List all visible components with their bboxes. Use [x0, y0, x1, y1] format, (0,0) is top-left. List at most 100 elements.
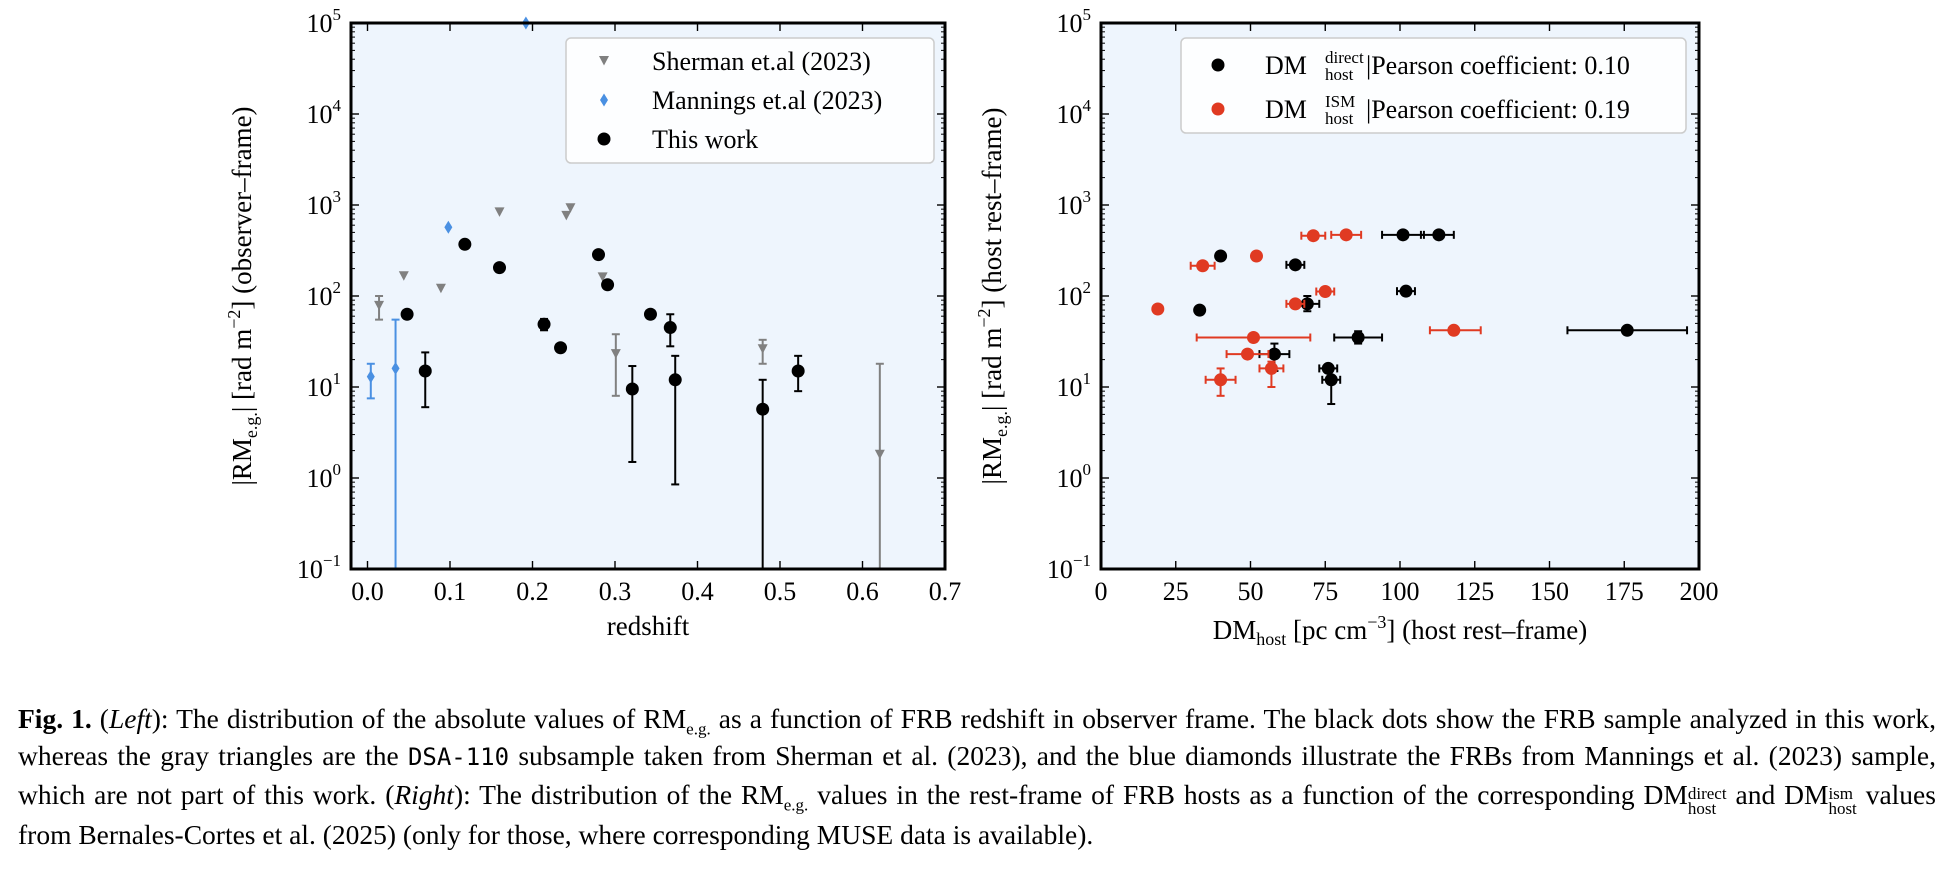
x-tick-label: 0.2 — [516, 577, 549, 606]
data-point — [1288, 297, 1302, 311]
y-tick-label: 105 — [1057, 5, 1092, 38]
data-point — [398, 271, 409, 281]
y-tick-label: 105 — [307, 5, 342, 38]
y-tick-label: 102 — [307, 278, 342, 311]
x-tick-label: 0.4 — [681, 577, 714, 606]
data-point — [391, 361, 400, 375]
x-tick-label: 0.0 — [351, 577, 384, 606]
data-point — [1399, 284, 1413, 298]
legend-marker — [1211, 58, 1225, 72]
data-point — [1447, 323, 1461, 337]
legend-label-sup: ISM — [1325, 92, 1355, 111]
y-axis-label: |RMe.g.| [rad m−2] (observer–frame) — [224, 106, 261, 485]
y-tick-label: 104 — [307, 96, 342, 129]
data-point — [418, 364, 432, 378]
data-point — [1214, 373, 1228, 387]
data-point — [493, 261, 506, 275]
x-tick-label: 0.5 — [764, 577, 797, 606]
data-point — [1267, 347, 1281, 361]
x-tick-label: 100 — [1381, 577, 1420, 606]
caption-text: ): The distribution of the absolute valu… — [151, 703, 687, 734]
x-tick-label: 125 — [1455, 577, 1494, 606]
x-tick-label: 75 — [1312, 577, 1338, 606]
y-tick-label: 100 — [307, 460, 342, 493]
legend-label: Sherman et.al (2023) — [652, 47, 871, 76]
caption-text: ): The distribution of the RM — [453, 779, 784, 810]
caption-sup: direct — [1687, 784, 1727, 803]
x-tick-label: 175 — [1605, 577, 1644, 606]
data-point — [458, 237, 472, 251]
caption-text: values from Bernales-Cortes et al. (2025… — [18, 779, 1936, 850]
caption-sub: e.g. — [783, 795, 809, 815]
data-point — [561, 210, 572, 221]
caption-right-label: Right — [394, 779, 454, 810]
figure: 10−1 100 101 102 103 104 105 0.0 0.1 0.2 0.3 0.4 0.5… — [224, 5, 1719, 649]
legend-label-sub: host — [1325, 109, 1354, 128]
legend-label: Mannings et.al (2023) — [652, 86, 882, 115]
data-point — [554, 341, 568, 355]
data-point — [874, 449, 885, 460]
data-point — [1306, 229, 1320, 243]
caption-dsa-label: DSA-110 — [407, 743, 510, 771]
data-point — [537, 317, 551, 331]
legend-label-rest: |Pearson coefficient: 0.10 — [1366, 51, 1630, 80]
data-point — [757, 344, 768, 354]
legend-marker — [597, 132, 611, 146]
legend-marker — [1211, 102, 1225, 116]
legend-label: This work — [652, 125, 758, 154]
data-point — [791, 364, 805, 378]
data-point — [1351, 330, 1365, 344]
legend: Sherman et.al (2023) Mannings et.al (2023… — [565, 37, 935, 164]
data-point — [366, 370, 375, 384]
data-point — [668, 373, 682, 387]
data-point — [756, 402, 770, 416]
series-this-work — [400, 237, 805, 570]
plot-frame — [1099, 21, 1701, 571]
x-tick-label: 25 — [1163, 577, 1189, 606]
caption-left-label: Left — [108, 703, 152, 734]
plot-frame — [349, 21, 947, 571]
data-point — [1214, 249, 1228, 263]
data-point — [374, 300, 385, 311]
legend-label: DM — [1265, 51, 1307, 80]
caption-sub: host — [1687, 799, 1717, 818]
legend-label: DM — [1265, 95, 1307, 124]
data-point — [1264, 361, 1278, 375]
data-point — [625, 382, 639, 396]
caption-text: ( — [91, 703, 109, 734]
data-point — [1324, 373, 1338, 387]
data-point — [663, 321, 677, 335]
x-tick-label: 0.3 — [599, 577, 632, 606]
data-point — [1196, 259, 1210, 273]
y-tick-label: 104 — [1057, 96, 1092, 129]
caption-sub: host — [1828, 799, 1857, 818]
data-point — [400, 307, 414, 321]
data-point — [1620, 323, 1634, 337]
caption-text: and DM — [1726, 779, 1829, 810]
data-point — [435, 283, 446, 294]
legend-box — [1180, 37, 1687, 134]
series-dm-host-ism — [1151, 228, 1482, 397]
data-point — [1193, 303, 1207, 317]
x-axis-label: redshift — [607, 611, 690, 641]
caption-text: as a function of FRB redshift in observe… — [18, 703, 1936, 771]
legend-label-sup: direct — [1325, 48, 1364, 67]
data-point — [597, 272, 608, 282]
data-point — [444, 220, 453, 234]
data-point — [1339, 228, 1353, 242]
x-tick-label: 200 — [1680, 577, 1719, 606]
data-point — [494, 207, 505, 217]
x-tick-label: 0.1 — [434, 577, 467, 606]
figure-caption: Fig. 1. (Left): The distribution of the … — [18, 700, 1936, 853]
series-mannings-et-al-2023- — [366, 16, 530, 570]
y-tick-label: 100 — [1057, 460, 1092, 493]
data-point — [1249, 249, 1263, 263]
data-point — [643, 307, 657, 321]
y-tick-label: 102 — [1057, 278, 1092, 311]
y-tick-label: 103 — [307, 187, 342, 220]
caption-supsub: direct host — [1687, 784, 1727, 818]
data-point — [1396, 228, 1410, 242]
caption-supsub: ism host — [1828, 784, 1857, 818]
caption-sup: ism — [1828, 784, 1853, 803]
data-point — [601, 278, 615, 292]
